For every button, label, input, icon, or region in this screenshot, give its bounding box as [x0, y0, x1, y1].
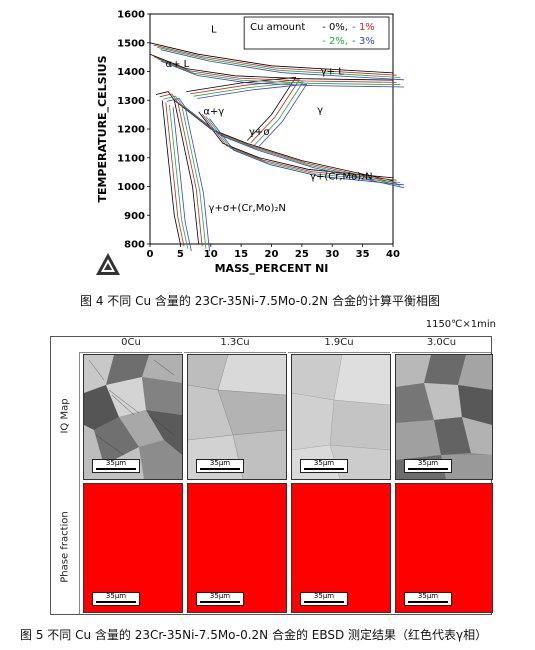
- phase-boundary-line: [153, 56, 397, 83]
- y-tick-label: 800: [124, 240, 145, 251]
- phase-boundary-line: [177, 102, 397, 184]
- region-label: α+γ: [203, 107, 224, 118]
- phase-boundary-line: [160, 49, 404, 81]
- legend-entry: - 2%,: [322, 36, 348, 47]
- phase-boundary-line: [172, 107, 192, 251]
- scale-bar: 35μm: [300, 592, 348, 606]
- phase-boundary-line: [156, 91, 199, 245]
- phase-boundary-line: [169, 104, 189, 249]
- region-label: γ+ L: [321, 66, 344, 77]
- iq-map-3.0cu: 35μm: [395, 354, 493, 480]
- x-tick-label: 40: [386, 249, 400, 260]
- iq-map-1.9cu: 35μm: [291, 354, 391, 480]
- iq-map-1.3cu: 35μm: [187, 354, 287, 480]
- phase-boundary-line: [157, 46, 401, 78]
- phase-fraction-3.0cu: 35μm: [395, 483, 493, 613]
- legend-entry: - 3%: [352, 36, 375, 47]
- legend-title: Cu amount: [250, 22, 305, 33]
- phase-boundary-line: [205, 116, 401, 183]
- x-tick-label: 25: [295, 249, 309, 260]
- region-label: L: [211, 25, 217, 36]
- ebsd-grid: 0Cu 1.3Cu 1.9Cu 3.0Cu IQ Map Phase fract…: [50, 336, 493, 615]
- thermo-calc-logo-icon: [96, 253, 120, 275]
- phase-boundary-line: [163, 95, 207, 249]
- x-tick-label: 35: [356, 249, 370, 260]
- grain-texture: [292, 355, 390, 479]
- y-tick-label: 1100: [117, 153, 145, 164]
- region-label: γ+σ: [249, 127, 270, 138]
- phase-boundary-line: [165, 102, 185, 247]
- y-tick-label: 1600: [117, 10, 145, 21]
- row-label-phase-fraction: Phase fraction: [51, 480, 80, 614]
- phase-fraction-0cu: 35μm: [83, 483, 183, 613]
- phase-boundary-line: [166, 98, 210, 251]
- x-tick-label: 15: [234, 249, 248, 260]
- figure5-caption: 图 5 不同 Cu 含量的 23Cr-35Ni-7.5Mo-0.2N 合金的 E…: [20, 628, 488, 642]
- phase-boundary-line: [153, 44, 397, 76]
- condition-label: 1150℃×1min: [425, 319, 496, 330]
- y-tick-label: 1400: [117, 67, 145, 78]
- y-tick-label: 1200: [117, 125, 145, 136]
- y-axis-label: TEMPERATURE_CELSIUS: [96, 55, 109, 202]
- phase-boundary-line: [157, 58, 401, 86]
- scale-bar: 35μm: [92, 592, 140, 606]
- scale-bar: 35μm: [404, 459, 452, 473]
- x-tick-label: 20: [265, 249, 279, 260]
- scale-bar: 35μm: [196, 459, 244, 473]
- scale-bar: 35μm: [404, 592, 452, 606]
- y-tick-label: 1300: [117, 96, 145, 107]
- phase-boundary-line: [184, 106, 404, 189]
- x-tick-label: 5: [177, 249, 184, 260]
- ebsd-figure: 1150℃×1min 0Cu 1.3Cu 1.9Cu 3.0Cu IQ Map …: [40, 318, 496, 615]
- phase-boundary-line: [254, 81, 304, 146]
- phase-boundary-line: [149, 42, 394, 74]
- phase-boundary-line: [201, 113, 397, 181]
- column-header-0cu: 0Cu: [80, 337, 182, 353]
- phase-fraction-1.3cu: 35μm: [187, 483, 287, 613]
- x-tick-label: 10: [204, 249, 218, 260]
- region-label: γ+(Cr,Mo)₂N: [310, 171, 373, 182]
- region-label: γ: [317, 105, 323, 116]
- phase-boundary-line: [174, 99, 394, 182]
- phase-boundary-line: [246, 77, 297, 141]
- phase-boundary-line: [190, 79, 300, 95]
- phase-boundary-line: [250, 79, 300, 144]
- column-header-1.3cu: 1.3Cu: [184, 337, 286, 353]
- row-label-iq-map: IQ Map: [51, 352, 80, 480]
- phase-boundary-line: [181, 104, 401, 186]
- legend-entry: - 0%,: [322, 22, 348, 33]
- column-header-1.9cu: 1.9Cu: [288, 337, 390, 353]
- y-tick-label: 1000: [117, 182, 145, 193]
- y-tick-label: 1500: [117, 38, 145, 49]
- iq-map-0cu: 35μm: [83, 354, 183, 480]
- phase-boundary-line: [149, 53, 394, 81]
- phase-boundary-line: [209, 118, 404, 186]
- grain-texture: [396, 355, 492, 479]
- scale-bar: 35μm: [300, 459, 348, 473]
- grain-texture: [84, 355, 182, 479]
- legend-box: [243, 16, 390, 50]
- phase-diagram: 0 5 10 15 20 25 30 35 40 800 900 1000 1100 1200 1300 14…: [96, 10, 404, 275]
- figure4-caption: 图 4 不同 Cu 含量的 23Cr-35Ni-7.5Mo-0.2N 合金的计算…: [80, 294, 440, 308]
- x-tick-label: 30: [325, 249, 339, 260]
- x-axis-label: MASS_PERCENT NI: [215, 262, 329, 275]
- phase-boundary-line: [161, 100, 181, 245]
- phase-boundary-line: [160, 60, 404, 88]
- phase-boundary-line: [159, 93, 203, 247]
- region-label: γ+σ+(Cr,Mo)₂N: [209, 203, 286, 214]
- phase-boundary-line: [198, 111, 394, 179]
- region-label: α+ L: [165, 59, 189, 70]
- x-tick-label: 0: [147, 249, 154, 260]
- phase-boundary-line: [197, 83, 307, 99]
- scale-bar: 35μm: [92, 459, 140, 473]
- phase-boundary-line: [257, 83, 308, 148]
- y-tick-label: 900: [124, 211, 145, 222]
- phase-fraction-1.9cu: 35μm: [291, 483, 391, 613]
- grain-texture: [188, 355, 286, 479]
- legend-entry: - 1%: [352, 22, 375, 33]
- column-header-3.0cu: 3.0Cu: [392, 337, 491, 353]
- phase-boundary-line: [193, 81, 304, 97]
- phase-boundary-line: [186, 76, 296, 92]
- scale-bar: 35μm: [196, 592, 244, 606]
